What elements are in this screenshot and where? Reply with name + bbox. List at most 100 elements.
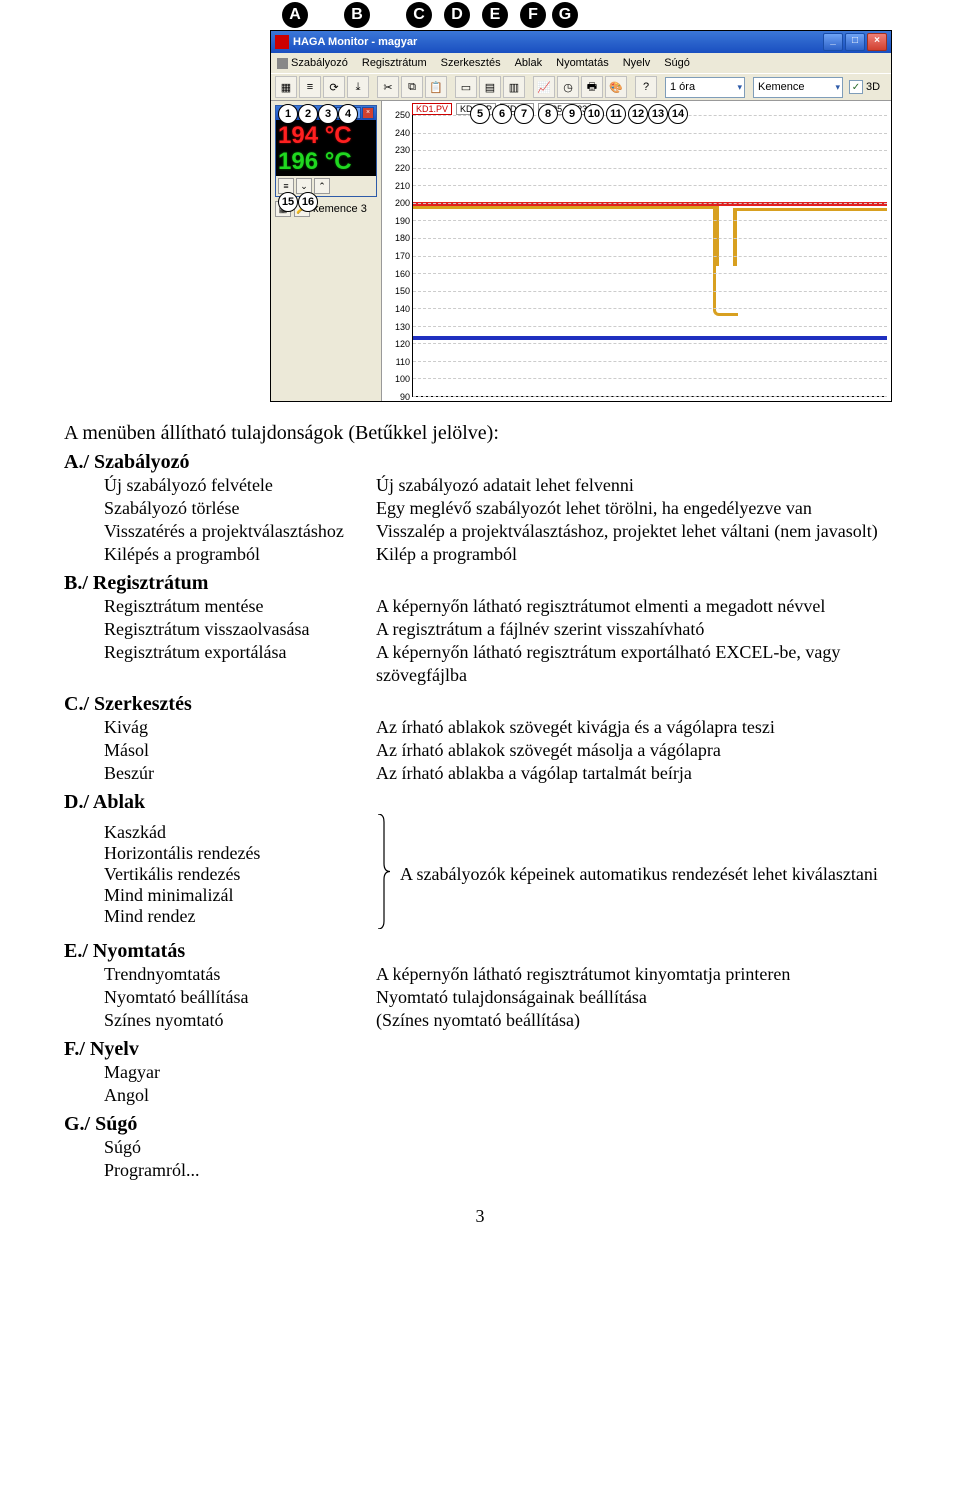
number-callout-5: 5 — [470, 104, 490, 124]
intro-text: A menüben állítható tulajdonságok (Betűk… — [64, 422, 896, 445]
number-callout-6: 6 — [492, 104, 512, 124]
item-left: Magyar — [104, 1061, 376, 1084]
left-pane: _ □ × 194 °C 196 °C ≡ ⌄ ⌃ — [271, 101, 382, 401]
tool-paste[interactable]: 📋 — [425, 76, 447, 98]
time-select[interactable]: 1 óra — [665, 77, 745, 98]
item-left: Programról... — [104, 1159, 376, 1182]
callout-G: G — [552, 2, 578, 28]
item-row: Magyar — [104, 1061, 896, 1084]
item-row: MásolAz írható ablakok szövegét másolja … — [104, 739, 896, 762]
tool-2[interactable]: ≡ — [299, 76, 321, 98]
menu-szerkesztes[interactable]: Szerkesztés — [441, 57, 501, 69]
device-select[interactable]: Kemence — [753, 77, 843, 98]
menu-regisztratum[interactable]: Regisztrátum — [362, 57, 427, 69]
menu-sugo[interactable]: Súgó — [664, 57, 690, 69]
item-right: (Színes nyomtató beállítása) — [376, 1009, 896, 1032]
tool-cut[interactable]: ✂ — [377, 76, 399, 98]
item-right: Egy meglévő szabályozót lehet törölni, h… — [376, 497, 896, 520]
item-row: KivágAz írható ablakok szövegét kivágja … — [104, 716, 896, 739]
series-blue — [413, 336, 887, 340]
number-callout-15: 15 — [278, 192, 298, 212]
checkbox-3d[interactable]: ✓3D — [849, 80, 880, 94]
ytick: 160 — [386, 269, 410, 279]
item-row: Kilépés a programbólKilép a programból — [104, 543, 896, 566]
regulator-name: kemence 3 — [313, 203, 367, 215]
number-callout-2: 2 — [298, 104, 318, 124]
ytick: 200 — [386, 198, 410, 208]
app-window: HAGA Monitor - magyar _ □ × Szabályozó R… — [270, 30, 892, 402]
menu-nyelv[interactable]: Nyelv — [623, 57, 651, 69]
brace-item: Mind rendez — [104, 906, 376, 927]
item-row: TrendnyomtatásA képernyőn látható regisz… — [104, 963, 896, 986]
item-left: Beszúr — [104, 762, 376, 785]
number-callout-7: 7 — [514, 104, 534, 124]
menu-nyomtatas[interactable]: Nyomtatás — [556, 57, 609, 69]
item-left: Nyomtató beállítása — [104, 986, 376, 1009]
menu-szabalyozo[interactable]: Szabályozó — [277, 57, 348, 69]
ytick: 220 — [386, 163, 410, 173]
item-left: Súgó — [104, 1136, 376, 1159]
item-row: Súgó — [104, 1136, 896, 1159]
tool-copy[interactable]: ⧉ — [401, 76, 423, 98]
chart-pane: KD1.PV KD1.SP KD1.Y 2005.04.23 250240230… — [382, 101, 891, 401]
series-yellow-rise — [733, 208, 737, 266]
section-head: A./ Szabályozó — [64, 451, 896, 474]
tool-3[interactable]: ⟳ — [323, 76, 345, 98]
callout-A: A — [282, 2, 308, 28]
menu-ablak[interactable]: Ablak — [515, 57, 543, 69]
letter-callout-row: A B C D E F G — [282, 2, 578, 28]
item-right: A regisztrátum a fájlnév szerint visszah… — [376, 618, 896, 641]
callout-E: E — [482, 2, 508, 28]
section-head: F./ Nyelv — [64, 1038, 896, 1061]
tool-print[interactable]: 🖶 — [581, 76, 603, 98]
tool-color[interactable]: 🎨 — [605, 76, 627, 98]
ytick: 110 — [386, 357, 410, 367]
tool-tilev[interactable]: ▥ — [503, 76, 525, 98]
app-icon — [275, 35, 289, 49]
number-callout-13: 13 — [648, 104, 668, 124]
ytick: 130 — [386, 322, 410, 332]
number-callout-4: 4 — [338, 104, 358, 124]
item-right: A képernyőn látható regisztrátumot kinyo… — [376, 963, 896, 986]
number-callout-8: 8 — [538, 104, 558, 124]
ytick: 170 — [386, 251, 410, 261]
brace-item: Mind minimalizál — [104, 885, 376, 906]
tool-4[interactable]: ⤓ — [347, 76, 369, 98]
tool-cascade[interactable]: ▭ — [455, 76, 477, 98]
ytick: 190 — [386, 216, 410, 226]
item-left: Másol — [104, 739, 376, 762]
window-title: HAGA Monitor - magyar — [293, 36, 417, 48]
reg-btn-c[interactable]: ⌃ — [314, 178, 330, 194]
titlebar: HAGA Monitor - magyar _ □ × — [271, 31, 891, 53]
section-head: C./ Szerkesztés — [64, 693, 896, 716]
number-callout-10: 10 — [584, 104, 604, 124]
brace-block: KaszkádHorizontális rendezésVertikális r… — [104, 814, 896, 934]
brace-item: Vertikális rendezés — [104, 864, 376, 885]
item-right: A képernyőn látható regisztrátumot elmen… — [376, 595, 896, 618]
close-button[interactable]: × — [867, 33, 887, 51]
item-row: Angol — [104, 1084, 896, 1107]
toolbar: ▦ ≡ ⟳ ⤓ ✂ ⧉ 📋 ▭ ▤ ▥ 📈 ◷ 🖶 🎨 ? 1 — [271, 74, 891, 101]
ytick: 90 — [386, 392, 410, 401]
tool-help[interactable]: ? — [635, 76, 657, 98]
tool-1[interactable]: ▦ — [275, 76, 297, 98]
brace-item: Horizontális rendezés — [104, 843, 376, 864]
tool-chart[interactable]: 📈 — [533, 76, 555, 98]
ytick: 250 — [386, 110, 410, 120]
ytick: 230 — [386, 145, 410, 155]
number-callout-12: 12 — [628, 104, 648, 124]
item-left: Szabályozó törlése — [104, 497, 376, 520]
plot-area — [412, 115, 887, 397]
number-callout-14: 14 — [668, 104, 688, 124]
minimize-button[interactable]: _ — [823, 33, 843, 51]
maximize-button[interactable]: □ — [845, 33, 865, 51]
item-right: Kilép a programból — [376, 543, 896, 566]
item-right: Új szabályozó adatait lehet felvenni — [376, 474, 896, 497]
item-row: Regisztrátum mentéseA képernyőn látható … — [104, 595, 896, 618]
item-left: Regisztrátum visszaolvasása — [104, 618, 376, 641]
tool-circle[interactable]: ◷ — [557, 76, 579, 98]
tool-tileh[interactable]: ▤ — [479, 76, 501, 98]
ytick: 150 — [386, 286, 410, 296]
reg-close-button[interactable]: × — [362, 107, 374, 119]
item-row: Színes nyomtató(Színes nyomtató beállítá… — [104, 1009, 896, 1032]
